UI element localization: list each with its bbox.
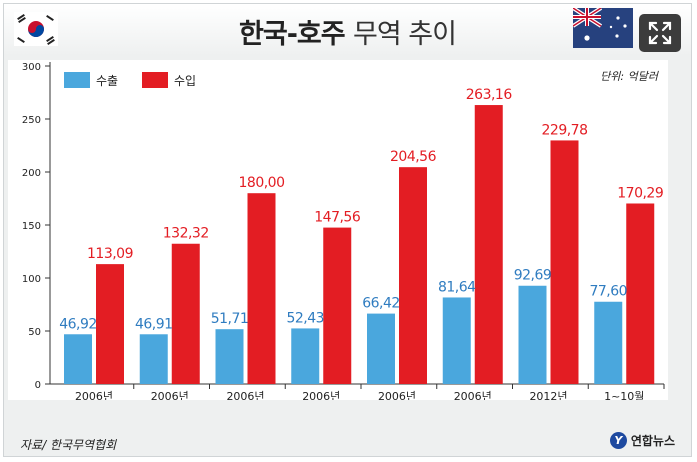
export-bar xyxy=(291,328,320,384)
export-bar xyxy=(594,301,623,384)
australia-flag-icon xyxy=(573,8,633,48)
import-bar xyxy=(247,193,276,384)
import-value-label: 132,32 xyxy=(163,226,209,242)
korea-flag-icon xyxy=(14,12,58,46)
x-tick-label: 2006년 xyxy=(75,390,113,400)
x-tick-label: 2006년 xyxy=(454,390,492,400)
export-bar xyxy=(215,329,244,384)
y-tick-label: 200 xyxy=(22,168,41,179)
export-bar xyxy=(139,334,168,384)
import-value-label: 113,09 xyxy=(87,246,133,262)
export-value-label: 46,92 xyxy=(59,316,97,332)
export-value-label: 66,42 xyxy=(362,296,400,312)
x-tick-label: 2006년 xyxy=(302,390,340,400)
unit-label: 단위: 억달러 xyxy=(600,70,659,83)
import-value-label: 263,16 xyxy=(466,87,513,103)
y-tick-label: 150 xyxy=(22,221,41,232)
legend-label-import: 수입 xyxy=(174,74,196,88)
import-value-label: 204,56 xyxy=(390,149,437,165)
import-bar xyxy=(399,167,427,384)
yonhap-logo-icon: Y xyxy=(609,432,627,449)
title-rest: 무역 추이 xyxy=(353,19,457,50)
source-note: 자료/ 한국무역협회 xyxy=(20,438,117,452)
export-value-label: 46,91 xyxy=(135,316,173,332)
export-bar xyxy=(442,297,471,384)
y-tick-label: 0 xyxy=(35,380,41,391)
expand-icon xyxy=(648,21,672,45)
import-bar xyxy=(474,105,503,384)
export-bar xyxy=(64,334,92,384)
export-value-label: 77,60 xyxy=(589,284,627,300)
y-tick-label: 100 xyxy=(22,274,41,285)
legend-swatch-export xyxy=(64,72,90,88)
x-tick-label: 2006년 xyxy=(378,390,416,400)
import-bar xyxy=(96,264,124,384)
import-value-label: 229,78 xyxy=(542,122,588,138)
title-main: 한국-호주 xyxy=(239,19,346,50)
yonhap-logo: Y 연합뉴스 xyxy=(609,432,675,449)
export-bar xyxy=(518,285,547,384)
export-value-label: 51,71 xyxy=(211,311,249,327)
import-value-label: 147,56 xyxy=(314,210,361,226)
y-tick-label: 300 xyxy=(22,62,41,73)
x-tick-label: 2006년 xyxy=(151,390,189,400)
export-value-label: 81,64 xyxy=(438,279,476,295)
export-bar xyxy=(367,313,395,384)
plot-area: 0 50 100 150 200 250 300 46,92 113,09 2006년 46,91 1… xyxy=(8,60,668,417)
export-value-label: 52,43 xyxy=(286,310,324,326)
x-tick-label: 1~10월 xyxy=(604,390,644,400)
import-bar xyxy=(323,227,352,384)
import-bar xyxy=(550,140,579,384)
import-bar xyxy=(171,243,200,384)
expand-button[interactable] xyxy=(639,14,681,52)
y-tick-label: 250 xyxy=(22,115,41,126)
x-tick-label: 2012년 xyxy=(529,390,567,400)
import-value-label: 180,00 xyxy=(239,175,285,191)
bar-chart: 0 50 100 150 200 250 300 46,92 113,09 2006년 46,91 1… xyxy=(22,62,665,417)
y-tick-label: 50 xyxy=(28,327,41,338)
legend-label-export: 수출 xyxy=(96,74,118,88)
legend-swatch-import xyxy=(142,72,168,88)
import-bar xyxy=(626,203,655,384)
chart-title: 한국-호주 무역 추이 xyxy=(4,12,691,51)
chart-card: 한국-호주 무역 추이 0 50 100 150 200 250 300 46,92 113,0… xyxy=(3,3,692,457)
x-tick-label: 2006년 xyxy=(226,390,264,400)
yonhap-logo-text: 연합뉴스 xyxy=(630,434,675,448)
import-value-label: 170,29 xyxy=(617,185,663,201)
export-value-label: 92,69 xyxy=(514,268,552,284)
